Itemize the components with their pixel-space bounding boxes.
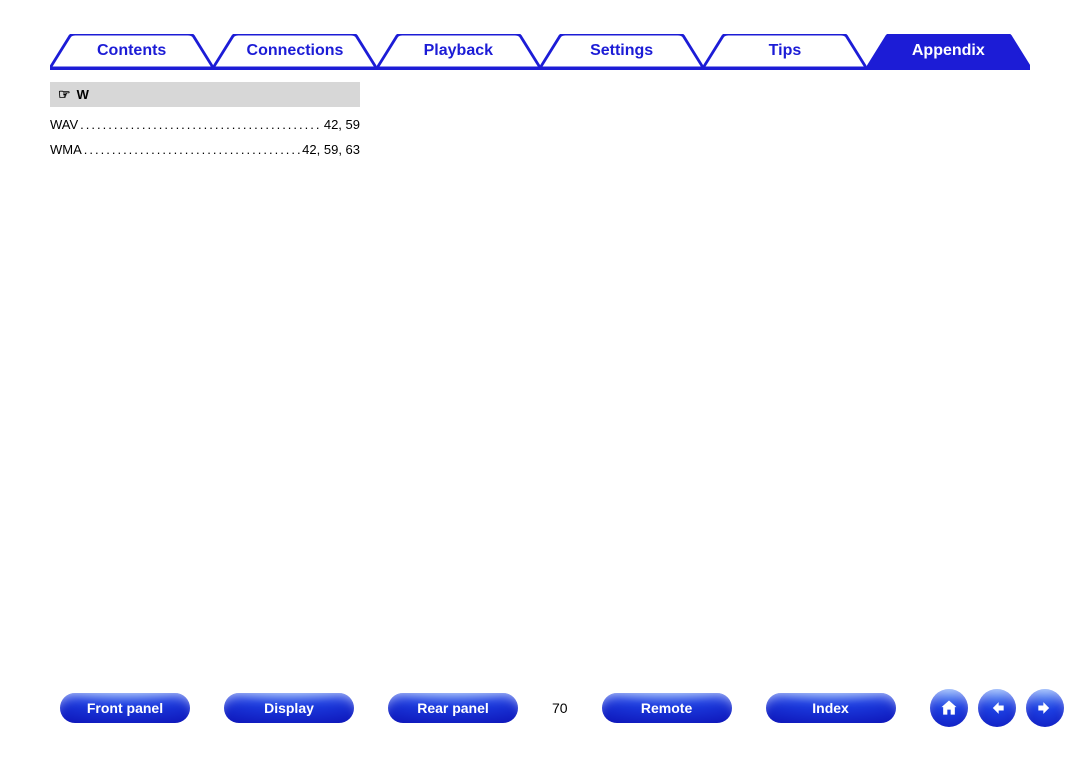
rear-panel-button[interactable]: Rear panel [388,693,518,723]
index-leader-dots [84,140,300,161]
tab-settings[interactable]: Settings [540,34,703,68]
tab-label: Settings [540,34,703,68]
tab-tips[interactable]: Tips [703,34,866,68]
index-leader-dots [80,115,322,136]
index-pages: 42, 59 [324,115,360,136]
nav-icon-group [930,689,1064,727]
tab-label: Connections [213,34,376,68]
page-number: 70 [552,700,568,716]
pointer-icon: ☞ [58,86,71,103]
tab-label: Contents [50,34,213,68]
bottom-nav: Front panel Display Rear panel 70 Remote In… [60,689,1030,727]
remote-button[interactable]: Remote [602,693,732,723]
top-tabbar: ContentsConnectionsPlaybackSettingsTipsA… [50,34,1030,68]
back-button[interactable] [978,689,1016,727]
tabbar-underline [50,67,1030,70]
index-term: WAV [50,115,78,136]
forward-button[interactable] [1026,689,1064,727]
index-heading: ☞ W [50,82,360,107]
arrow-right-icon [1035,698,1055,718]
index-letter: W [77,87,89,102]
display-button[interactable]: Display [224,693,354,723]
index-section: ☞ W WAV 42, 59 WMA 42, 59, 63 [50,82,360,163]
index-term: WMA [50,140,82,161]
tab-label: Playback [377,34,540,68]
tab-appendix[interactable]: Appendix [867,34,1030,68]
index-pages: 42, 59, 63 [302,140,360,161]
index-row[interactable]: WMA 42, 59, 63 [50,138,360,163]
index-button[interactable]: Index [766,693,896,723]
tab-label: Tips [703,34,866,68]
home-icon [939,698,959,718]
front-panel-button[interactable]: Front panel [60,693,190,723]
tab-label: Appendix [867,34,1030,68]
tab-playback[interactable]: Playback [377,34,540,68]
index-entries: WAV 42, 59 WMA 42, 59, 63 [50,113,360,163]
index-row[interactable]: WAV 42, 59 [50,113,360,138]
arrow-left-icon [987,698,1007,718]
home-button[interactable] [930,689,968,727]
tab-connections[interactable]: Connections [213,34,376,68]
tab-contents[interactable]: Contents [50,34,213,68]
